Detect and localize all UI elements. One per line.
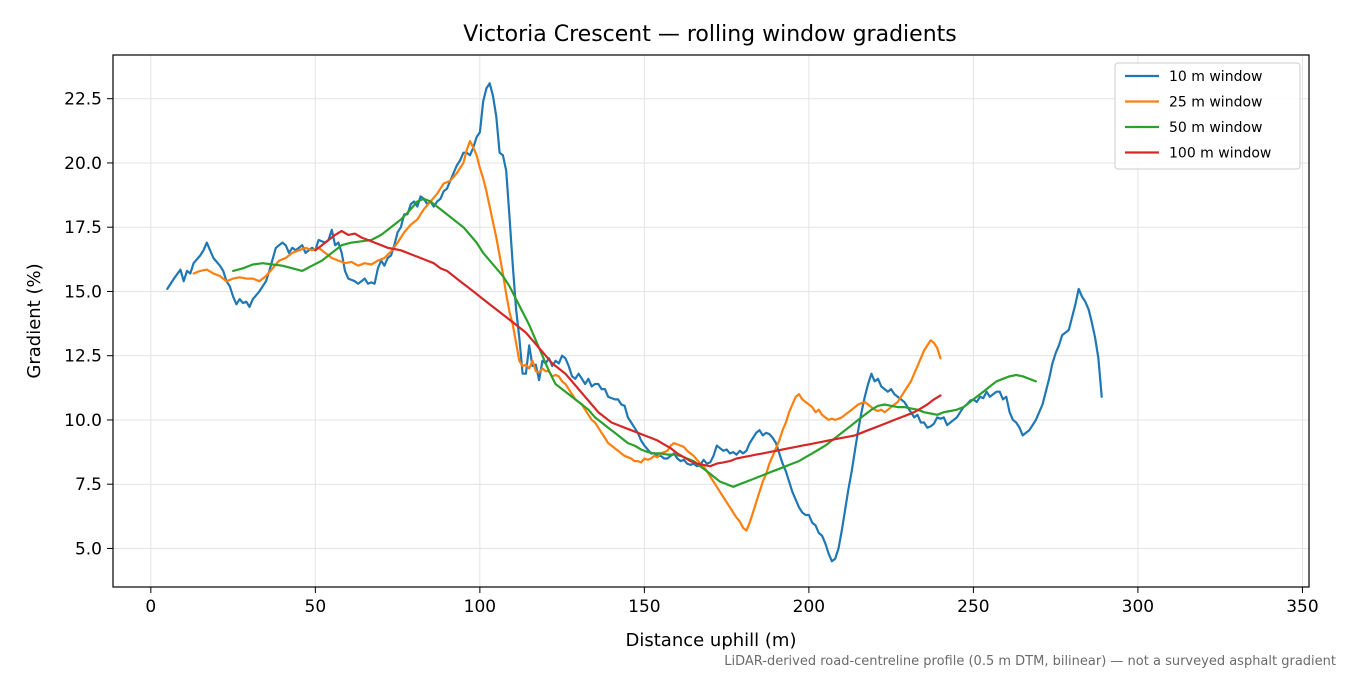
series-line-1 <box>192 140 942 532</box>
legend-box <box>1114 62 1301 170</box>
y-tick-label-3: 12.5 <box>64 347 102 367</box>
legend-label-1: 25 m window <box>1169 95 1262 111</box>
footnote: LiDAR-derived road-centreline profile (0… <box>724 654 1336 669</box>
series-line-3 <box>314 229 942 468</box>
legend: 10 m window 25 m window 50 m window 100 m w… <box>1114 62 1301 170</box>
y-axis-label: Gradient (%) <box>24 263 45 378</box>
x-axis: 0 50 100 150 200 250 300 350 <box>145 587 1319 617</box>
x-tick-label-1: 50 <box>305 597 327 617</box>
chart-title: Victoria Crescent — rolling window gradi… <box>463 22 956 47</box>
x-axis-label: Distance uphill (m) <box>626 630 797 651</box>
x-tick-label-2: 100 <box>464 597 496 617</box>
x-tick-label-3: 150 <box>628 597 660 617</box>
x-tick-label-7: 350 <box>1286 597 1318 617</box>
y-tick-label-4: 15.0 <box>64 282 102 302</box>
y-tick-label-6: 20.0 <box>64 154 102 174</box>
grid <box>113 55 1309 587</box>
y-tick-label-0: 5.0 <box>75 539 102 559</box>
x-tick-label-6: 300 <box>1122 597 1154 617</box>
y-tick-label-1: 7.5 <box>75 475 102 495</box>
x-tick-label-5: 250 <box>957 597 989 617</box>
y-tick-label-7: 22.5 <box>64 90 102 110</box>
series-line-2 <box>232 197 1037 488</box>
legend-label-0: 10 m window <box>1169 69 1262 85</box>
legend-label-2: 50 m window <box>1169 120 1262 136</box>
x-tick-label-4: 200 <box>793 597 825 617</box>
series-layer <box>166 82 1103 563</box>
plot-frame <box>112 54 1310 588</box>
x-tick-label-0: 0 <box>145 597 156 617</box>
y-tick-label-2: 10.0 <box>64 411 102 431</box>
y-tick-label-5: 17.5 <box>64 218 102 238</box>
y-axis: 5.0 7.5 10.0 12.5 15.0 17.5 20.0 22.5 <box>64 90 113 559</box>
legend-label-3: 100 m window <box>1169 146 1271 162</box>
